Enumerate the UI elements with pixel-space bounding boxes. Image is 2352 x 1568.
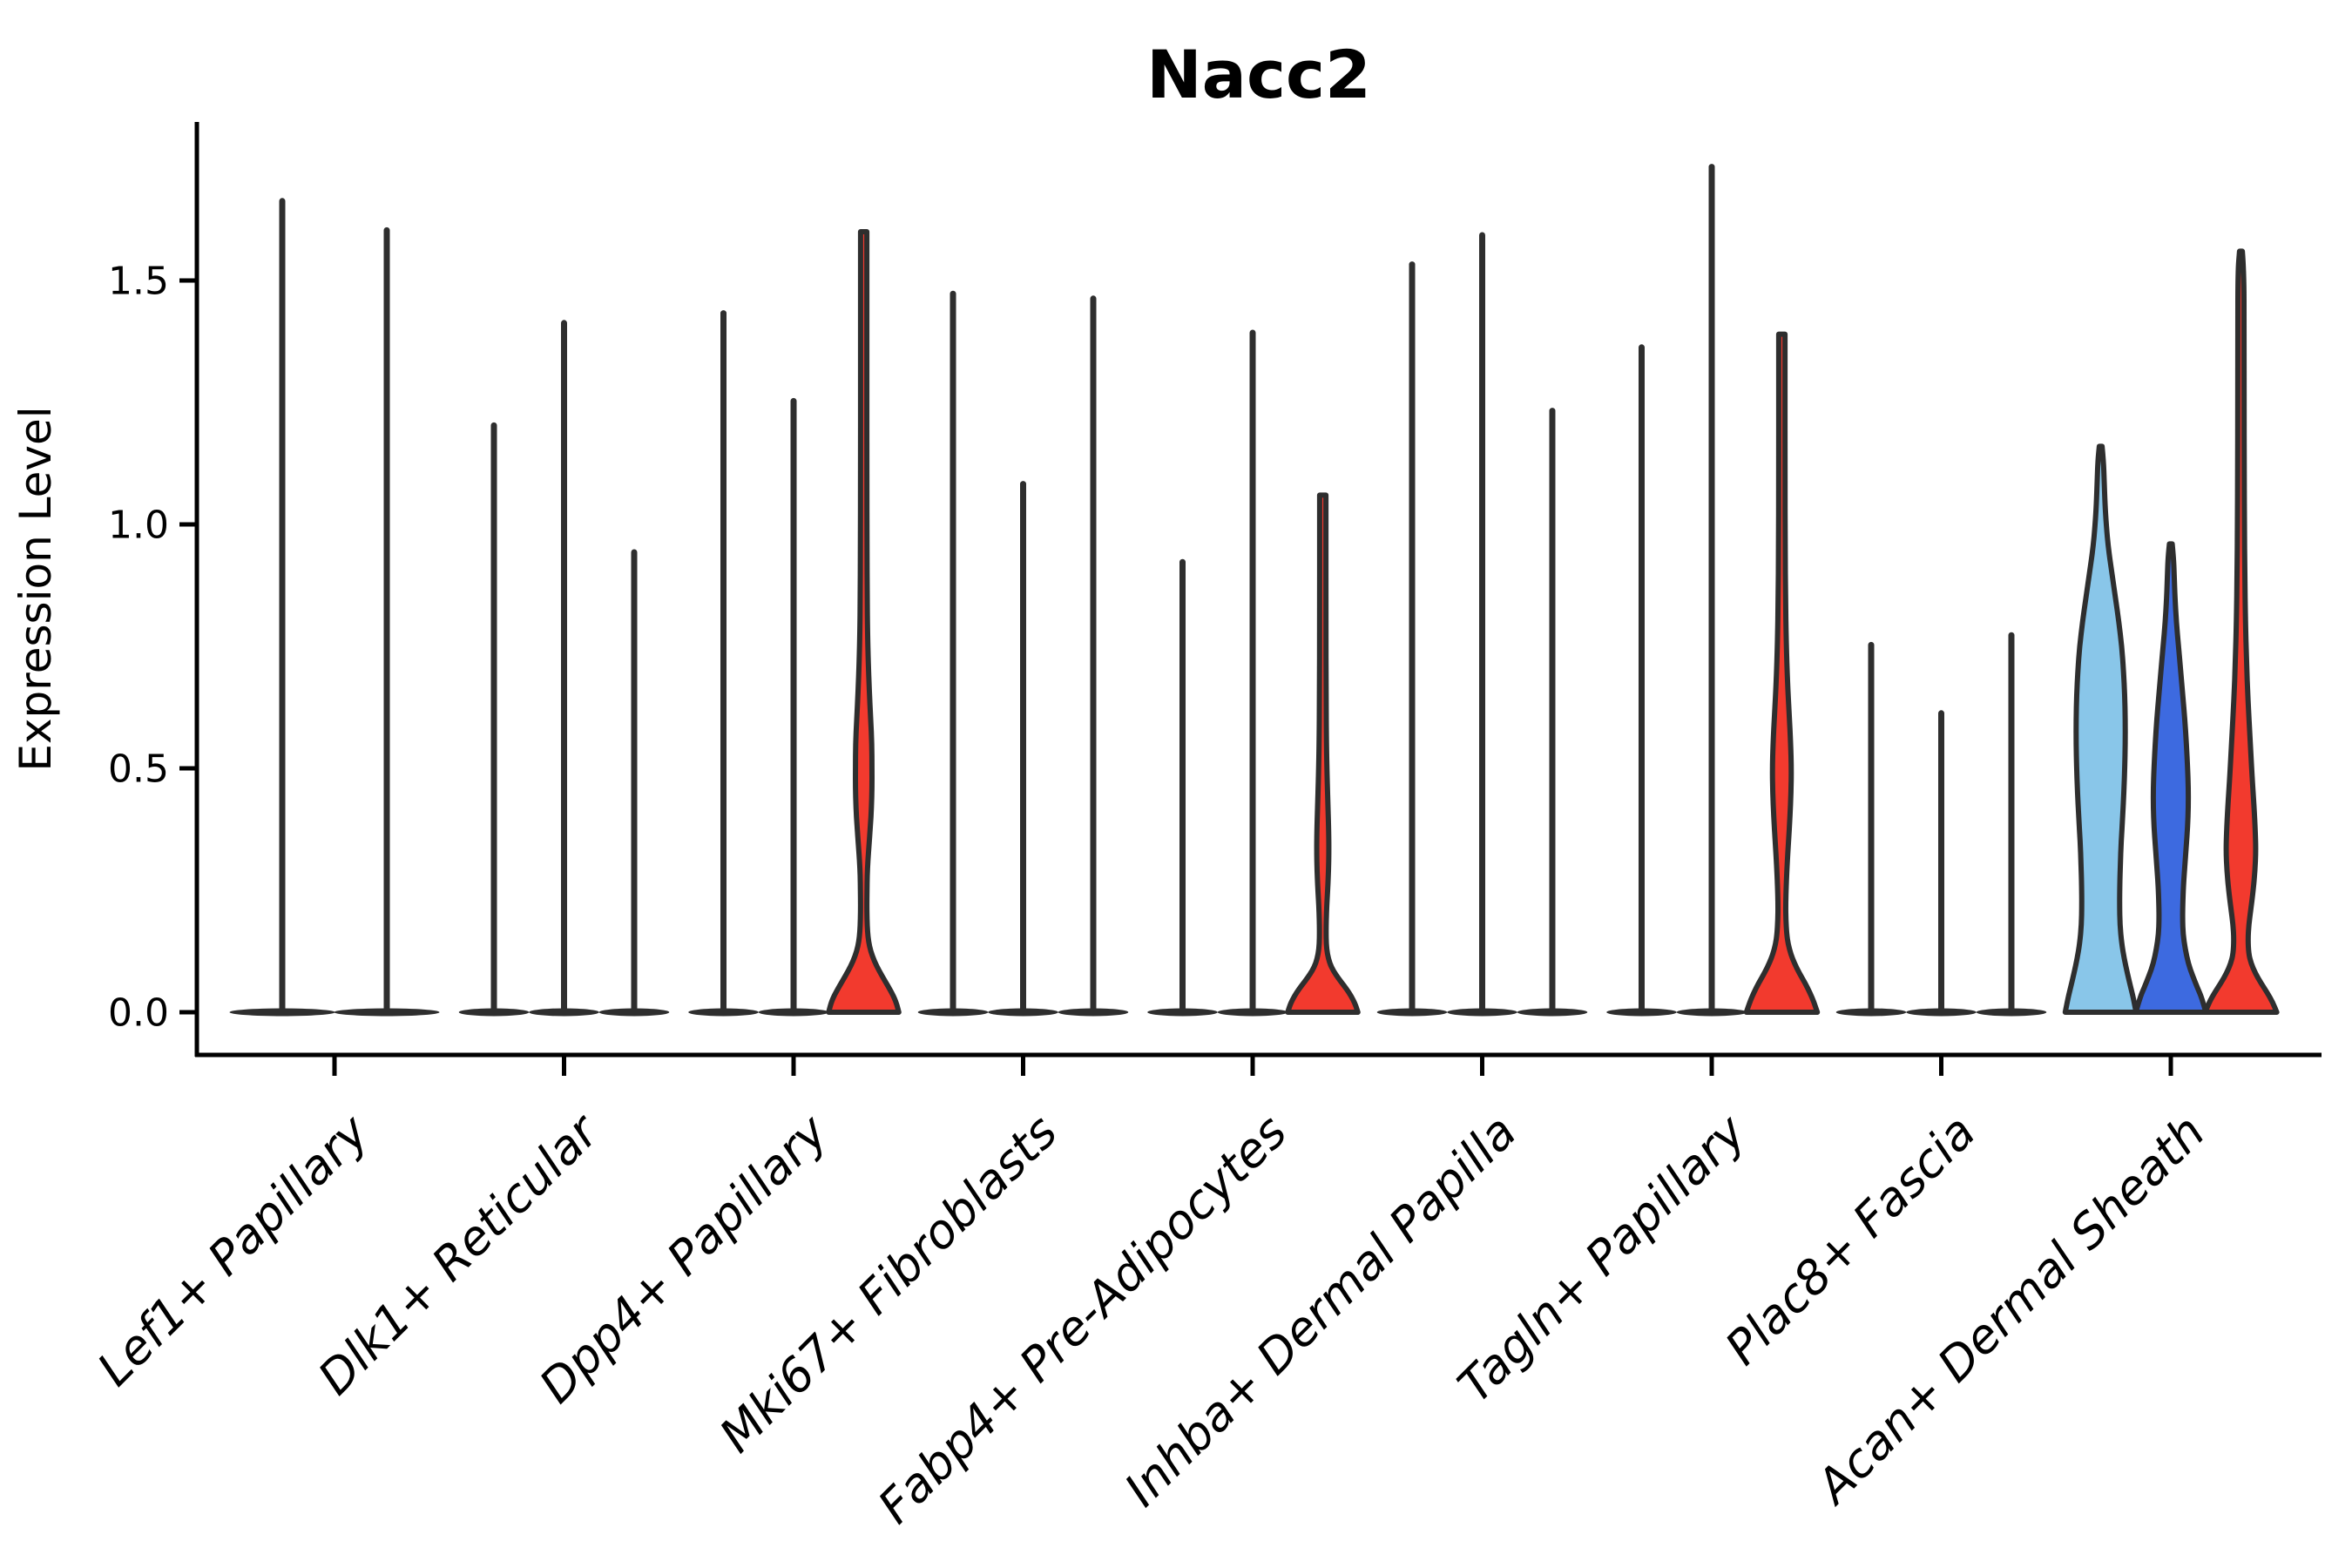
y-axis-title: Expression Level [10,406,61,771]
x-tick-label: Fabp4+ Pre-Adipocytes [868,1105,1297,1534]
violins-layer [229,164,2280,1017]
y-tick-label: 0.5 [108,747,169,791]
x-tick-label: Inhba+ Dermal Papilla [1114,1105,1527,1517]
x-tick-label: Acan+ Dermal Sheath [1804,1105,2215,1516]
violin-filled [1743,331,1821,1015]
y-tick-label: 1.5 [108,259,169,303]
violin-filled [826,229,902,1015]
violin-filled [1285,492,1361,1015]
chart-title: Nacc2 [1146,36,1371,113]
violin-filled [2202,248,2280,1015]
y-tick-label: 1.0 [108,503,169,547]
violin-filled [2062,443,2139,1015]
violin-filled [2132,541,2209,1015]
y-tick-label: 0.0 [108,990,169,1035]
